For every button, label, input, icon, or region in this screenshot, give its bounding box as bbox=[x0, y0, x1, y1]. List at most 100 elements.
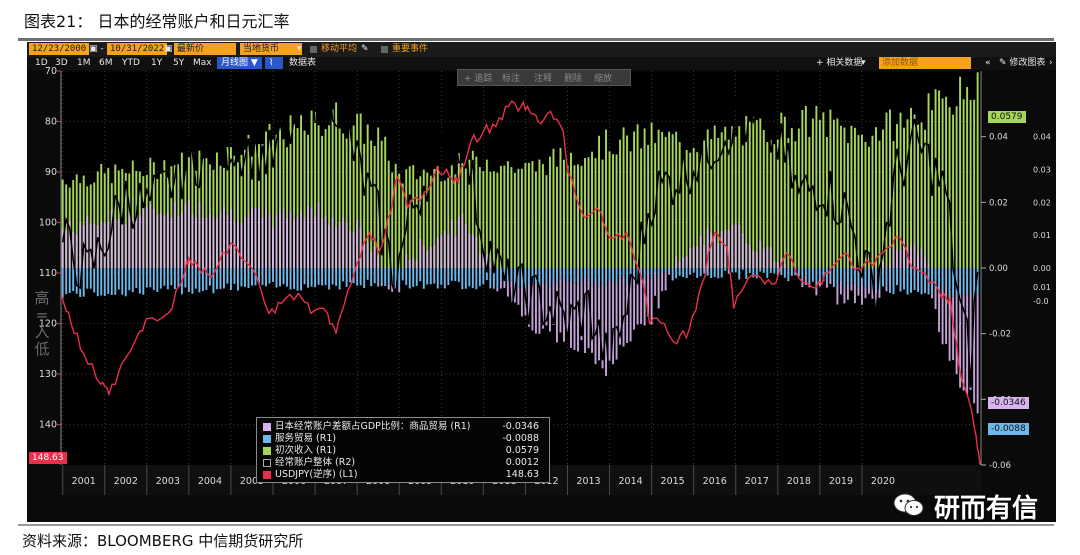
bar-goods bbox=[910, 246, 912, 268]
bar-primary-income bbox=[622, 127, 625, 268]
bar-primary-income bbox=[236, 162, 239, 268]
bar-primary-income bbox=[349, 128, 352, 268]
chart-legend[interactable]: 日本经常账户差额占GDP比例：商品贸易 (R1) -0.0346 服务贸易 (R… bbox=[256, 417, 550, 483]
bar-services bbox=[100, 268, 103, 296]
moving-average-toggle[interactable]: 移动平均 bbox=[321, 44, 358, 54]
add-data-input[interactable]: 添加数据 bbox=[879, 57, 971, 69]
bar-services bbox=[945, 268, 948, 290]
bar-primary-income bbox=[773, 144, 776, 268]
line-chart-icon[interactable]: ⌇ bbox=[265, 57, 283, 69]
bar-services bbox=[797, 268, 800, 277]
key-events-toggle[interactable]: 重要事件 bbox=[392, 44, 429, 54]
bar-primary-income bbox=[962, 99, 965, 268]
bar-goods bbox=[633, 275, 636, 330]
range-1y[interactable]: 1Y bbox=[151, 58, 163, 68]
bar-services bbox=[261, 268, 264, 285]
bar-primary-income bbox=[426, 172, 429, 268]
bar-services bbox=[436, 268, 439, 289]
dropdown-arrow-icon-2[interactable]: ▾ bbox=[861, 58, 866, 68]
bar-primary-income bbox=[366, 124, 369, 269]
edit-chart-button[interactable]: ✎ 修改图表 bbox=[999, 58, 1046, 68]
checkbox-icon-2[interactable] bbox=[381, 46, 388, 53]
bar-goods bbox=[128, 212, 131, 268]
bar-primary-income bbox=[412, 165, 415, 268]
right-tick-label-r1: 0.02 bbox=[989, 198, 1008, 208]
end-date-input[interactable]: 10/31/2022 bbox=[107, 43, 168, 55]
period-select-button[interactable]: 月线图 ▼ bbox=[217, 57, 262, 69]
dropdown-arrow-icon[interactable]: ▾ bbox=[297, 44, 302, 54]
note-tool[interactable]: 注释 bbox=[534, 74, 553, 84]
bar-goods bbox=[769, 247, 772, 268]
more-icon[interactable]: › bbox=[1049, 58, 1053, 68]
bar-primary-income bbox=[811, 118, 814, 268]
bar-services bbox=[219, 268, 222, 289]
bar-primary-income bbox=[896, 124, 898, 268]
delete-tool[interactable]: 删除 bbox=[564, 74, 583, 84]
bar-services bbox=[889, 268, 891, 293]
range-max[interactable]: Max bbox=[193, 58, 212, 68]
bar-primary-income bbox=[524, 162, 527, 268]
bar-primary-income bbox=[636, 124, 639, 268]
start-date-input[interactable]: 12/23/2000 bbox=[29, 43, 90, 55]
range-5y[interactable]: 5Y bbox=[173, 58, 185, 68]
bar-services bbox=[307, 268, 310, 288]
collapse-icon[interactable]: « bbox=[985, 58, 991, 68]
bar-primary-income bbox=[541, 164, 544, 268]
zoom-tool[interactable]: 缩放 bbox=[594, 74, 613, 84]
right-tick-label-r1: -0.06 bbox=[989, 461, 1011, 471]
bar-goods bbox=[889, 264, 891, 268]
bar-services bbox=[422, 268, 425, 289]
bar-services bbox=[917, 268, 920, 292]
bar-goods bbox=[871, 289, 874, 299]
annotate-tool[interactable]: 标注 bbox=[502, 74, 521, 84]
bar-primary-income bbox=[640, 148, 643, 268]
bar-services bbox=[570, 268, 572, 281]
bar-services bbox=[853, 268, 856, 284]
bar-services bbox=[717, 268, 720, 279]
bar-goods bbox=[846, 284, 849, 300]
bar-goods bbox=[272, 227, 274, 268]
range-1d[interactable]: 1D bbox=[35, 58, 48, 68]
bar-services bbox=[177, 268, 180, 287]
bar-primary-income bbox=[286, 147, 289, 268]
bar-primary-income bbox=[850, 125, 853, 268]
range-6m[interactable]: 6M bbox=[99, 58, 113, 68]
pencil-icon[interactable]: ✎ bbox=[361, 44, 369, 54]
bar-services bbox=[349, 268, 352, 283]
bar-goods bbox=[906, 249, 909, 268]
bar-primary-income bbox=[170, 166, 173, 268]
bar-primary-income bbox=[331, 109, 334, 268]
price-mode-select[interactable]: 最新价 bbox=[174, 43, 236, 55]
floating-toolbar: + 追踪 标注 注释 删除 缩放 bbox=[457, 69, 631, 86]
bar-primary-income bbox=[531, 161, 534, 268]
right-tick-label-r2: -0.0 bbox=[1033, 297, 1049, 306]
bar-goods bbox=[443, 230, 446, 268]
calendar-icon[interactable]: ▣ - bbox=[89, 44, 104, 54]
source-note: 资料来源：BLOOMBERG 中信期货研究所 bbox=[22, 532, 304, 550]
bar-services bbox=[499, 268, 502, 281]
checkbox-icon[interactable] bbox=[310, 46, 317, 53]
bar-services bbox=[948, 268, 951, 297]
range-3d[interactable]: 3D bbox=[55, 58, 68, 68]
bar-services bbox=[226, 268, 229, 284]
left-tick-label: 140 bbox=[39, 420, 57, 431]
bloomberg-chart-frame: 12/23/2000 ▣ - 10/31/2022 ▣ 最新价 当地货币 ▾ 移… bbox=[27, 42, 1056, 522]
bar-services bbox=[573, 268, 576, 284]
bar-goods bbox=[836, 285, 839, 305]
range-ytd[interactable]: YTD bbox=[122, 58, 140, 68]
range-1m[interactable]: 1M bbox=[77, 58, 91, 68]
related-data-menu[interactable]: + 相关数据 bbox=[816, 58, 863, 68]
bar-primary-income bbox=[591, 151, 593, 268]
table-button[interactable]: 数据表 bbox=[289, 58, 317, 68]
legend-swatch-goods bbox=[263, 423, 271, 431]
bar-primary-income bbox=[776, 139, 779, 268]
currency-select[interactable]: 当地货币 bbox=[240, 43, 302, 55]
track-tool[interactable]: + 追踪 bbox=[464, 74, 493, 84]
bar-services bbox=[839, 268, 842, 281]
bar-goods bbox=[903, 241, 905, 268]
bar-goods bbox=[945, 289, 948, 344]
calendar-icon-2[interactable]: ▣ bbox=[164, 44, 173, 54]
bar-services bbox=[825, 268, 828, 285]
bar-services bbox=[896, 268, 898, 286]
bar-goods bbox=[499, 280, 502, 289]
